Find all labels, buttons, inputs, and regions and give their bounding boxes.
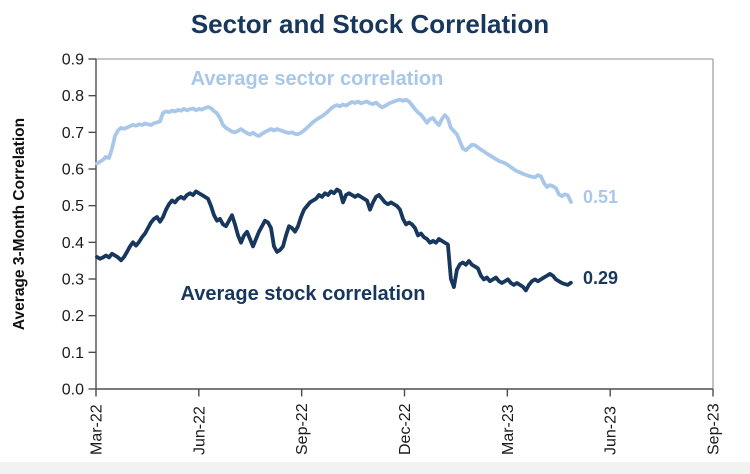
x-tick-label: Jun-23 bbox=[603, 406, 620, 455]
y-tick-label: 0.2 bbox=[62, 308, 84, 325]
stock-end-value-label: 0.29 bbox=[583, 268, 618, 288]
x-tick-label: Mar-22 bbox=[89, 404, 106, 455]
sector-series-label: Average sector correlation bbox=[191, 68, 444, 90]
stock-correlation-line bbox=[95, 187, 573, 293]
y-tick-label: 0.3 bbox=[62, 272, 84, 289]
sector-end-value-label: 0.51 bbox=[583, 187, 618, 207]
y-tick-label: 0.4 bbox=[62, 235, 84, 252]
footer-strip bbox=[0, 462, 750, 474]
chart-generated-layer: 0.0 0.1 0.2 0.3 0.4 0.5 0.6 0.7 0.8 0.9 Mar-22 Jun-… bbox=[0, 52, 750, 474]
x-tick-label: Mar-23 bbox=[500, 404, 517, 455]
x-tick-label: Dec-22 bbox=[397, 403, 414, 455]
y-tick-label: 0.0 bbox=[62, 382, 84, 399]
x-tick-label: Sep-22 bbox=[294, 403, 311, 455]
y-axis-title: Average 3-Month Correlation bbox=[11, 118, 28, 330]
y-tick-label: 0.7 bbox=[62, 125, 84, 142]
y-tick-label: 0.5 bbox=[62, 198, 84, 215]
sector-correlation-line bbox=[95, 97, 573, 204]
y-tick-label: 0.6 bbox=[62, 162, 84, 179]
chart-title: Sector and Stock Correlation bbox=[191, 9, 549, 39]
y-tick-label: 0.8 bbox=[62, 88, 84, 105]
x-tick-label: Sep-23 bbox=[706, 403, 723, 455]
x-tick-label: Jun-22 bbox=[191, 406, 208, 455]
y-tick-label: 0.9 bbox=[62, 52, 84, 69]
stock-series-label: Average stock correlation bbox=[181, 283, 426, 305]
y-tick-label: 0.1 bbox=[62, 345, 84, 362]
